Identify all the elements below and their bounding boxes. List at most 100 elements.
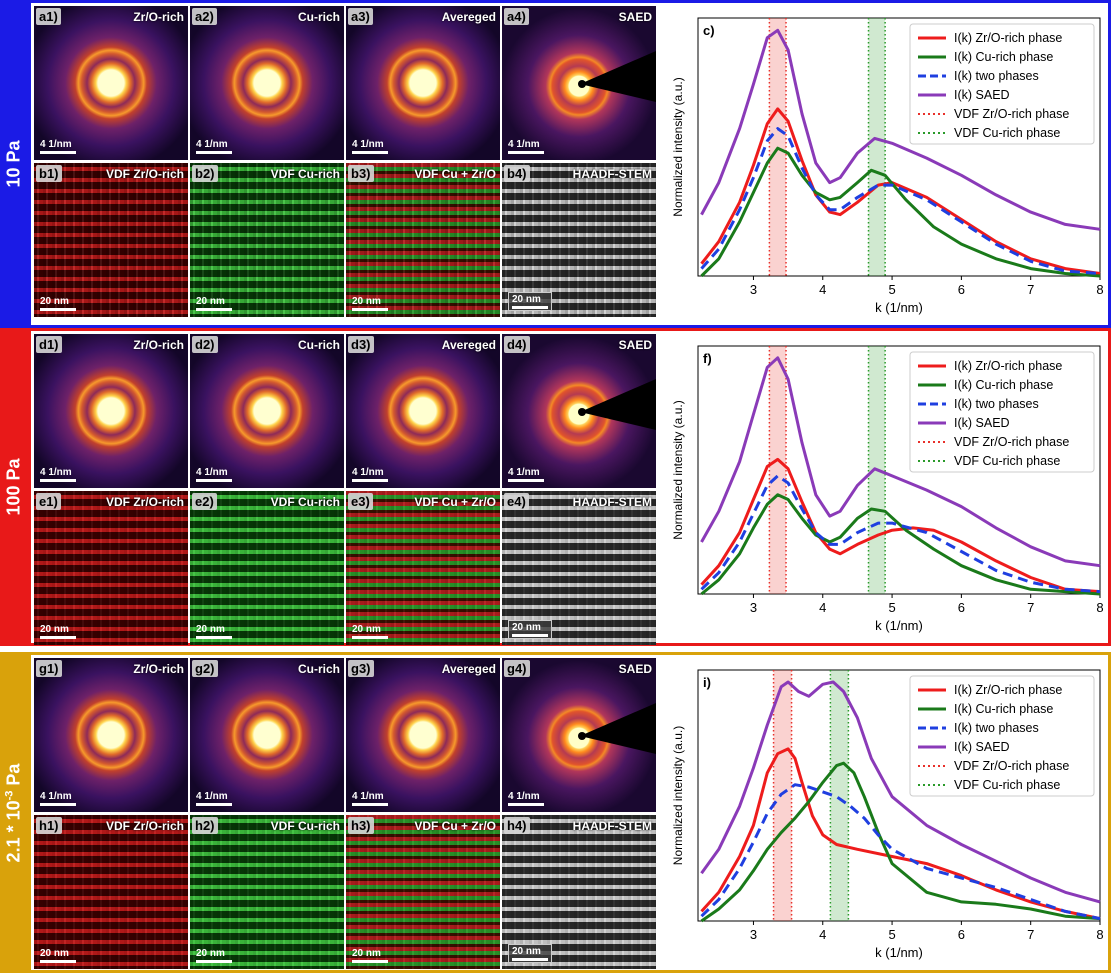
scale-bar: 20 nm [352, 296, 388, 311]
panel-title: VDF Cu-rich [270, 819, 340, 833]
series-line-3 [700, 474, 1101, 594]
diffraction-pattern-panel: d1) Zr/O-rich 4 1/nm [34, 334, 188, 488]
vdf-band [830, 670, 849, 921]
x-tick-label: 4 [819, 282, 826, 297]
legend-label: I(k) two phases [954, 397, 1039, 411]
series-line-1 [700, 457, 1101, 594]
panel-tag: h2) [192, 817, 218, 834]
figure-row-1: 10 Pa a1) Zr/O-rich 4 1/nm a2) Cu-rich 4 1/nm a… [0, 0, 1111, 328]
panel-title: VDF Cu + Zr/O [414, 495, 496, 509]
panel-title: SAED [618, 662, 652, 676]
series-line-2 [700, 493, 1101, 596]
panel-tag: e4) [504, 493, 529, 510]
chart-panel-label: i) [703, 675, 711, 690]
panel-title: Zr/O-rich [133, 10, 184, 24]
diffraction-pattern-panel: d4) SAED 4 1/nm [502, 334, 656, 488]
scale-bar-label: 20 nm [352, 624, 381, 635]
scale-bar-label: 20 nm [196, 296, 225, 307]
figure-row-2: 100 Pa d1) Zr/O-rich 4 1/nm d2) Cu-rich 4 1/nm… [0, 328, 1111, 646]
scale-bar-label: 20 nm [40, 948, 69, 959]
series-line-3 [700, 783, 1101, 921]
plot-frame [697, 669, 1101, 922]
scale-bar-line [508, 803, 544, 806]
scale-bar-label: 4 1/nm [40, 139, 72, 150]
dark-field-image-panel: e2) VDF Cu-rich 20 nm [190, 491, 344, 645]
dark-field-image-panel: b1) VDF Zr/O-rich 20 nm [34, 163, 188, 317]
panel-title: VDF Zr/O-rich [105, 167, 184, 181]
scale-bar-line [352, 803, 388, 806]
x-tick-label: 4 [819, 927, 826, 942]
legend-label: I(k) SAED [954, 88, 1010, 102]
panel-tag: g3) [348, 660, 374, 677]
condition-sidebar: 10 Pa [0, 0, 28, 328]
x-tick-label: 3 [750, 600, 757, 615]
noise-overlay [502, 491, 656, 645]
scale-bar-label: 20 nm [40, 296, 69, 307]
panel-title: VDF Cu + Zr/O [414, 819, 496, 833]
scale-bar-label: 20 nm [196, 624, 225, 635]
scale-bar: 4 1/nm [352, 467, 388, 482]
noise-overlay [34, 815, 188, 969]
beam-stopper-icon [578, 379, 656, 430]
panel-tag: b4) [504, 165, 530, 182]
legend-label: I(k) SAED [954, 416, 1010, 430]
dark-field-image-panel: b4) HAADF-STEM 20 nm [502, 163, 656, 317]
chart-svg: 3 4 5 6 7 8 k (1/nm) Normalized intensity (a.u.… [671, 17, 1104, 315]
scale-bar-label: 4 1/nm [196, 791, 228, 802]
panel-title: Cu-rich [298, 662, 340, 676]
scale-bar-label: 4 1/nm [352, 791, 384, 802]
panel-tag: h4) [504, 817, 530, 834]
x-axis-label: k (1/nm) [875, 618, 923, 633]
chart-panel-label: c) [703, 23, 715, 38]
diffraction-pattern-panel: g2) Cu-rich 4 1/nm [190, 658, 344, 812]
series-line-2 [700, 761, 1101, 923]
scale-bar-line [508, 479, 544, 482]
scale-bar-line [40, 636, 76, 639]
scale-bar-label: 4 1/nm [508, 139, 540, 150]
series-line-4 [700, 356, 1101, 568]
panel-tag: e2) [192, 493, 217, 510]
dark-field-image-panel: h4) HAADF-STEM 20 nm [502, 815, 656, 969]
scale-bar: 4 1/nm [352, 139, 388, 154]
y-axis-label: Normalized intensity (a.u.) [671, 400, 685, 539]
panel-title: Cu-rich [298, 338, 340, 352]
panel-title: Avereged [441, 10, 496, 24]
dark-field-image-panel: e3) VDF Cu + Zr/O 20 nm [346, 491, 500, 645]
panel-title: VDF Zr/O-rich [105, 495, 184, 509]
legend-label: I(k) Zr/O-rich phase [954, 359, 1062, 373]
x-tick-label: 7 [1027, 927, 1034, 942]
noise-overlay [502, 163, 656, 317]
scale-bar-line [40, 151, 76, 154]
scale-bar-label: 4 1/nm [508, 791, 540, 802]
scale-bar-label: 20 nm [512, 294, 541, 305]
series-line-4 [700, 680, 1101, 904]
vdf-band [769, 346, 787, 594]
scale-bar: 4 1/nm [352, 791, 388, 806]
scale-bar: 4 1/nm [196, 467, 232, 482]
panel-tag: a1) [36, 8, 61, 25]
scale-bar: 4 1/nm [508, 139, 544, 154]
x-tick-label: 4 [819, 600, 826, 615]
x-tick-label: 3 [750, 927, 757, 942]
noise-overlay [190, 815, 344, 969]
intensity-chart: 3 4 5 6 7 8 k (1/nm) Normalized intensity (a.u.… [668, 334, 1108, 640]
scale-bar: 20 nm [196, 948, 232, 963]
condition-unit: Pa [3, 763, 24, 791]
scale-bar-line [512, 634, 548, 637]
series-line-1 [700, 107, 1101, 275]
scale-bar-label: 20 nm [352, 948, 381, 959]
x-tick-label: 5 [888, 282, 895, 297]
series-line-1 [700, 747, 1101, 921]
scale-bar: 4 1/nm [196, 139, 232, 154]
scale-bar-label: 20 nm [352, 296, 381, 307]
panel-title: VDF Cu-rich [270, 167, 340, 181]
dark-field-image-panel: e1) VDF Zr/O-rich 20 nm [34, 491, 188, 645]
x-tick-label: 3 [750, 282, 757, 297]
panel-tag: d3) [348, 336, 374, 353]
panel-tag: d4) [504, 336, 530, 353]
scale-bar-line [352, 308, 388, 311]
panel-title: VDF Zr/O-rich [105, 819, 184, 833]
scale-bar: 20 nm [40, 948, 76, 963]
condition-label: 2.1 * 10-3 Pa [4, 763, 25, 862]
noise-overlay [190, 163, 344, 317]
